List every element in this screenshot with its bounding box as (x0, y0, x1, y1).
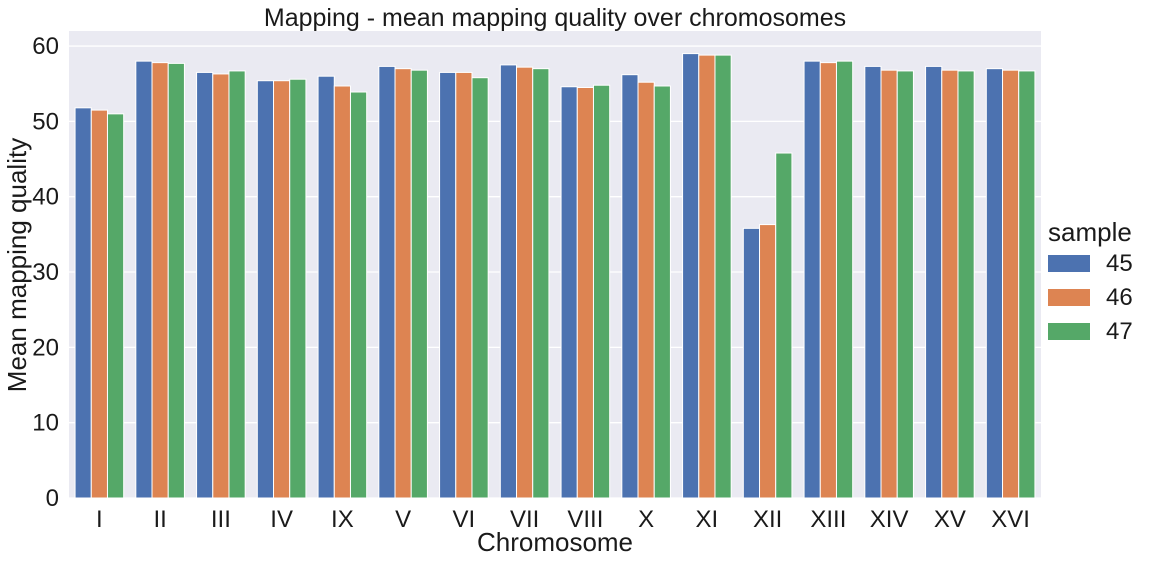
bar-IV-sample-46 (273, 80, 291, 499)
x-tick-label: III (211, 506, 231, 533)
x-axis-ticks: I II III IV IX V VI VII VIII X XI XII XIII XIV XV XVI (96, 506, 1030, 533)
bar-XVI-sample-46 (1002, 69, 1020, 499)
bar-VIII-sample-45 (560, 86, 578, 499)
y-axis-ticks: 0 10 20 30 40 50 60 (32, 33, 59, 512)
x-tick-label: VIII (567, 506, 603, 533)
bar-II-sample-46 (151, 62, 169, 499)
bar-XIII-sample-47 (835, 60, 854, 499)
bar-XI-sample-45 (682, 53, 700, 499)
x-tick-label: XI (696, 506, 719, 533)
y-tick-label: 50 (32, 108, 59, 135)
bar-X-sample-45 (621, 74, 639, 499)
bar-VII-sample-46 (516, 66, 534, 499)
bar-III-sample-46 (212, 73, 230, 499)
y-tick-label: 10 (32, 410, 59, 437)
x-tick-label: XIII (810, 506, 846, 533)
bar-VIII-sample-46 (576, 86, 594, 499)
bar-XII-sample-47 (775, 152, 793, 499)
bar-XV-sample-46 (941, 69, 959, 499)
bar-VIII-sample-47 (592, 84, 611, 499)
bar-V-sample-47 (410, 69, 428, 499)
bar-XVI-sample-45 (985, 68, 1004, 499)
bar-XVI-sample-47 (1018, 70, 1036, 499)
bar-XIV-sample-45 (864, 65, 882, 499)
bar-XIV-sample-47 (896, 70, 914, 499)
x-tick-label: XV (934, 506, 966, 533)
legend-items: 45 46 47 (1048, 250, 1133, 345)
legend-title: sample (1048, 217, 1132, 247)
bar-VI-sample-45 (439, 71, 457, 499)
bar-VI-sample-47 (471, 77, 489, 499)
x-tick-label: XIV (870, 506, 909, 533)
bar-II-sample-47 (167, 62, 185, 499)
x-tick-label: II (153, 506, 166, 533)
x-tick-label: XII (753, 506, 782, 533)
legend-label: 47 (1106, 318, 1133, 345)
y-axis-label: Mean mapping quality (2, 138, 32, 392)
x-tick-label: IX (331, 506, 354, 533)
bar-X-sample-46 (637, 81, 655, 499)
bar-XIV-sample-46 (880, 69, 898, 499)
legend: sample 45 46 47 (1048, 217, 1133, 345)
bar-XII-sample-45 (742, 227, 761, 499)
y-tick-label: 20 (32, 334, 59, 361)
y-tick-label: 0 (46, 485, 59, 512)
legend-label: 45 (1106, 250, 1133, 277)
bar-XII-sample-46 (759, 224, 777, 499)
bar-III-sample-47 (228, 70, 246, 499)
bar-XIII-sample-46 (819, 62, 837, 499)
bar-VII-sample-45 (499, 64, 518, 499)
x-axis-label: Chromosome (477, 527, 633, 557)
bar-XV-sample-47 (957, 70, 975, 499)
x-tick-label: V (395, 506, 411, 533)
x-tick-label: XVI (991, 506, 1030, 533)
bar-IX-sample-45 (317, 75, 335, 499)
bar-V-sample-46 (394, 68, 412, 499)
legend-label: 46 (1106, 284, 1133, 311)
bar-VI-sample-46 (455, 71, 473, 499)
y-tick-label: 60 (32, 33, 59, 60)
x-tick-label: I (96, 506, 103, 533)
x-tick-label: IV (270, 506, 293, 533)
legend-swatch-47 (1048, 323, 1090, 340)
chart-title: Mapping - mean mapping quality over chro… (264, 4, 846, 32)
bar-XV-sample-45 (925, 65, 943, 499)
bar-IV-sample-45 (256, 80, 275, 499)
y-tick-label: 30 (32, 259, 59, 286)
bar-XI-sample-46 (698, 54, 716, 499)
bar-I-sample-46 (90, 109, 108, 499)
bar-XIII-sample-45 (803, 60, 821, 499)
bar-X-sample-47 (653, 85, 671, 499)
bar-VII-sample-47 (532, 68, 550, 499)
bar-V-sample-45 (378, 65, 396, 499)
bars (74, 53, 1036, 499)
x-tick-label: VI (453, 506, 476, 533)
bar-IX-sample-46 (333, 85, 351, 499)
bar-IX-sample-47 (349, 91, 368, 499)
bar-XI-sample-47 (714, 54, 732, 499)
bar-IV-sample-47 (289, 78, 307, 499)
y-tick-label: 40 (32, 184, 59, 211)
bar-I-sample-47 (106, 113, 125, 499)
bar-III-sample-45 (196, 71, 214, 499)
bar-I-sample-45 (74, 107, 92, 499)
legend-swatch-45 (1048, 255, 1090, 272)
x-tick-label: VII (510, 506, 539, 533)
legend-swatch-46 (1048, 289, 1090, 306)
x-tick-label: X (638, 506, 654, 533)
bar-II-sample-45 (135, 60, 153, 499)
